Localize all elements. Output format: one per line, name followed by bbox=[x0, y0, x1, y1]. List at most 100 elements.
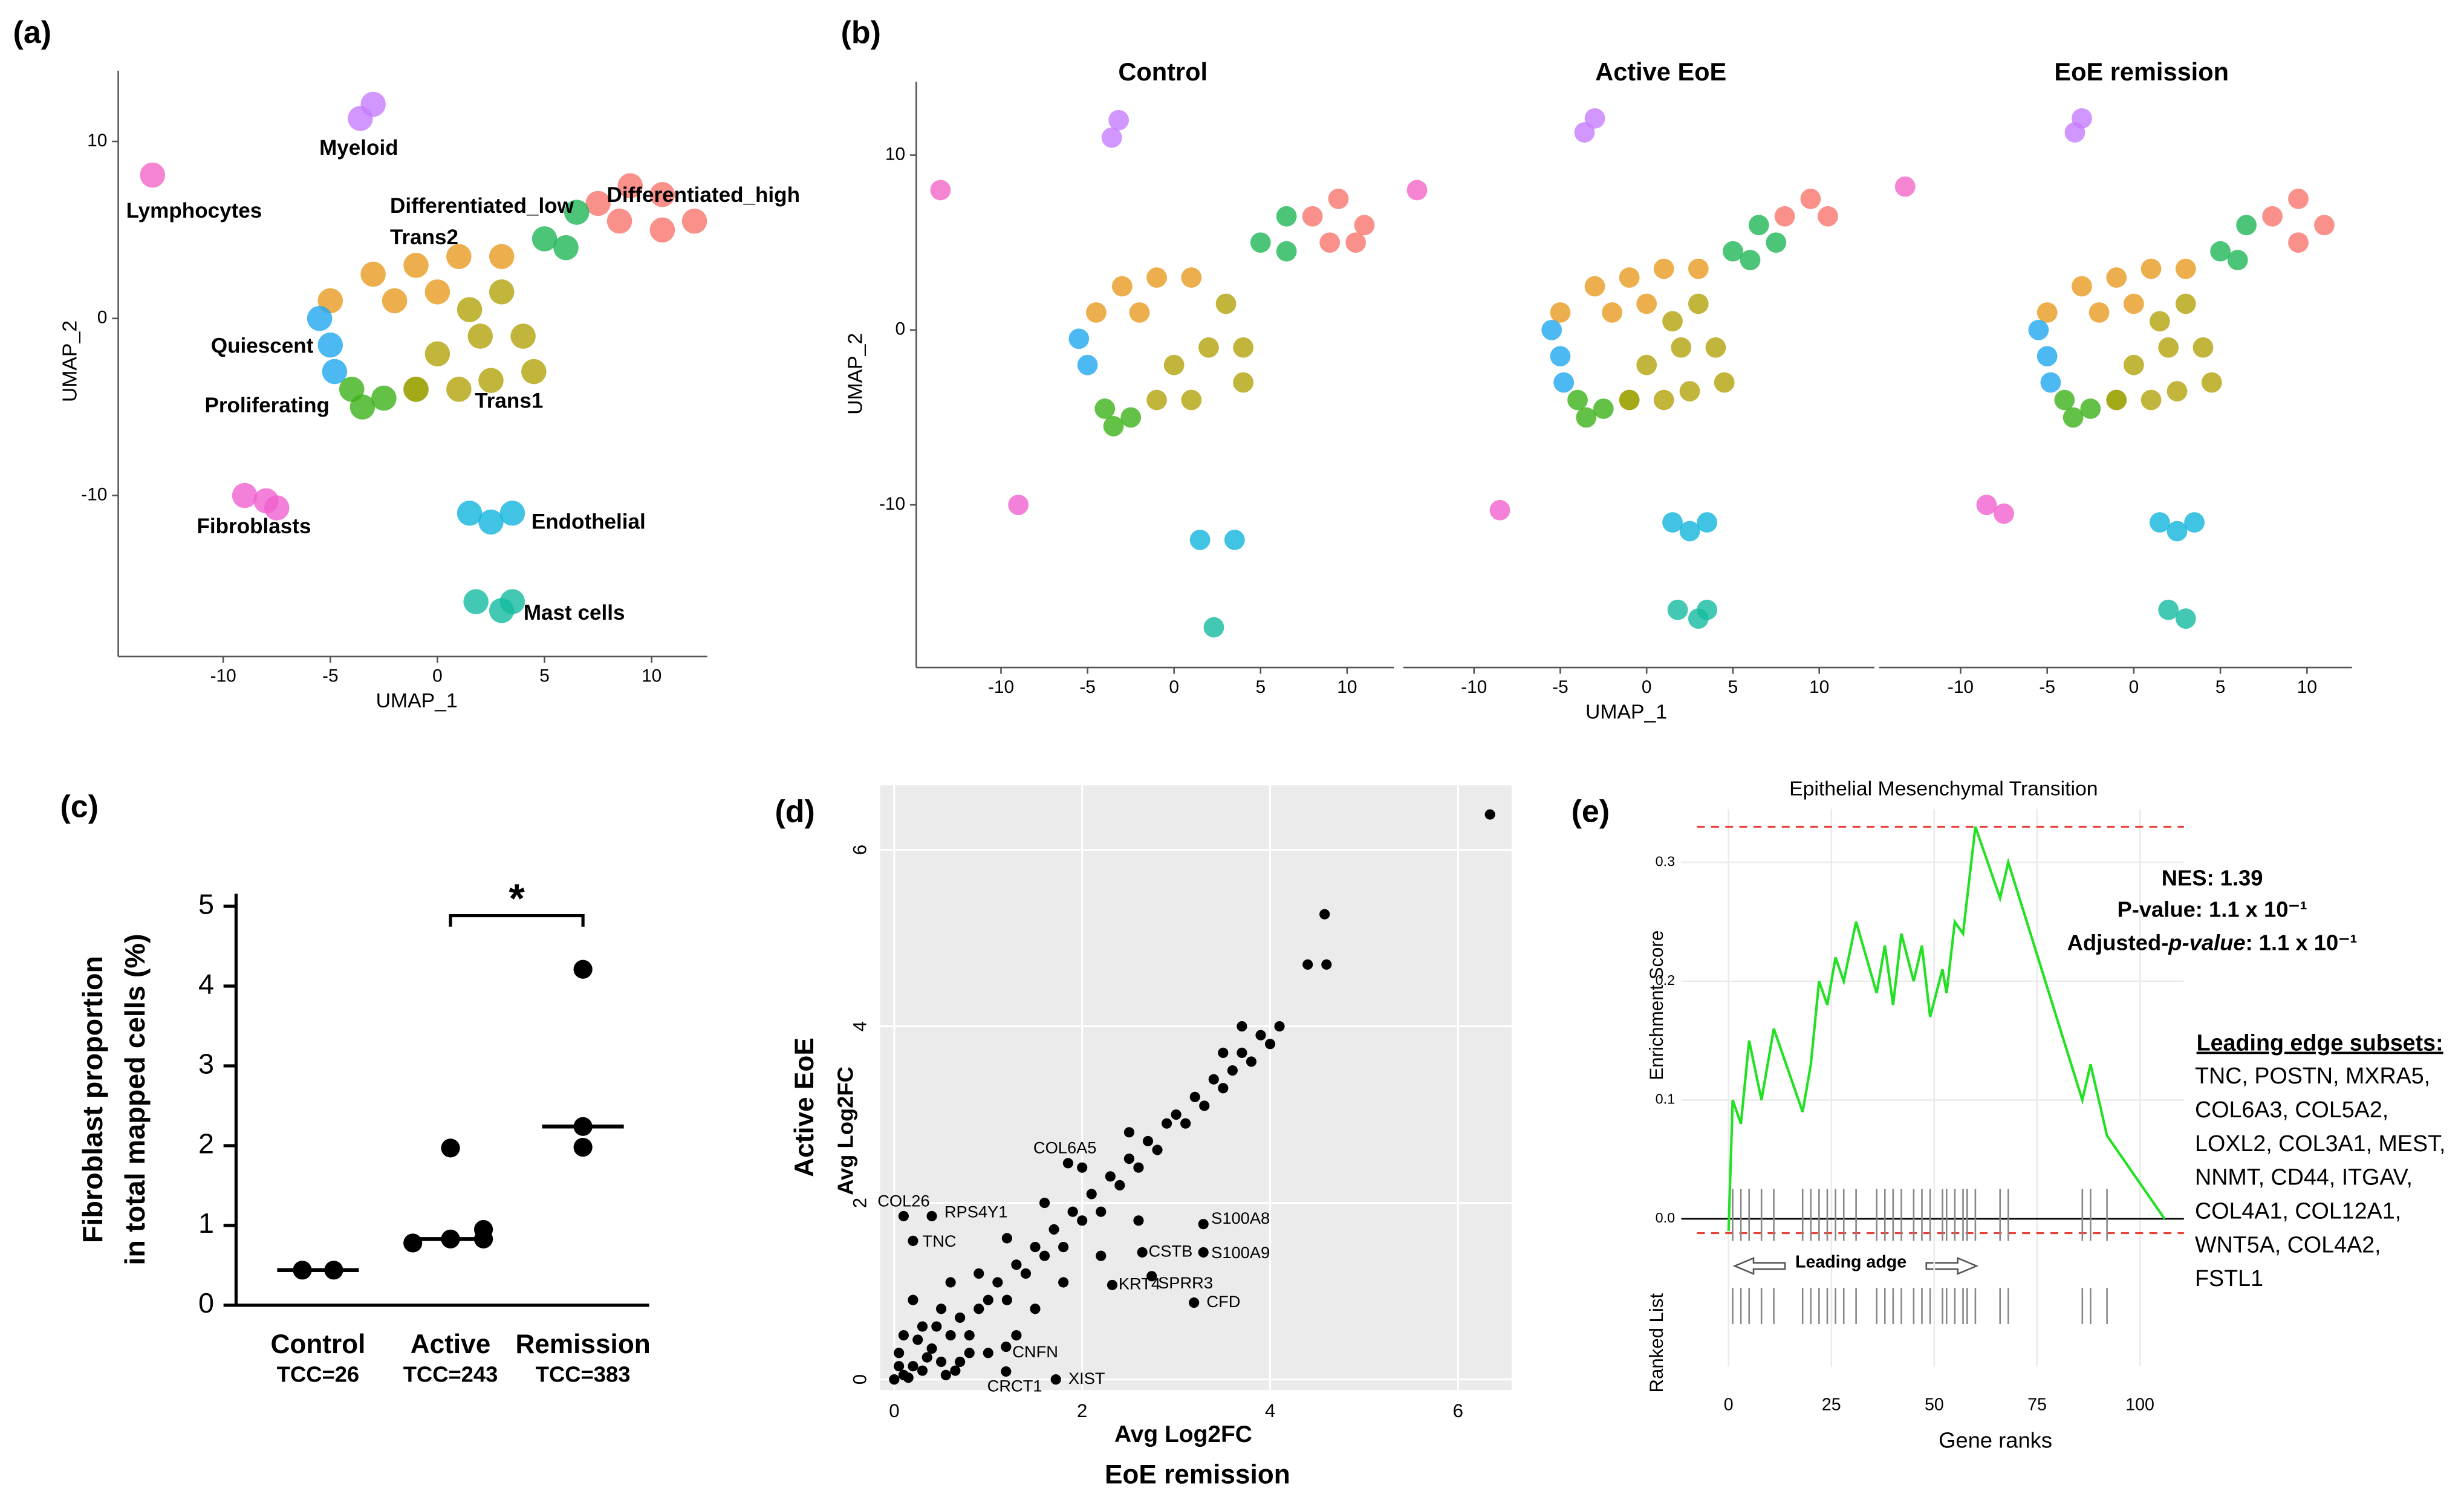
point bbox=[2149, 311, 2170, 332]
point bbox=[2314, 215, 2335, 236]
point bbox=[1189, 530, 1211, 550]
point bbox=[1137, 1247, 1148, 1258]
point bbox=[349, 394, 375, 420]
x-tick-label: 10 bbox=[2297, 677, 2317, 697]
cluster-label: Mast cells bbox=[524, 601, 625, 625]
point bbox=[1319, 232, 1341, 253]
point bbox=[1161, 1118, 1172, 1129]
y-axis-label: Active EoE bbox=[790, 1037, 819, 1177]
point bbox=[936, 1304, 947, 1314]
point bbox=[908, 1294, 918, 1305]
point bbox=[499, 501, 525, 526]
point bbox=[478, 368, 504, 394]
point bbox=[457, 297, 483, 322]
point bbox=[2288, 189, 2309, 209]
point bbox=[1001, 1233, 1012, 1244]
point bbox=[1345, 232, 1367, 253]
point bbox=[1237, 1047, 1247, 1058]
x-tick-label: 4 bbox=[1265, 1400, 1275, 1421]
point bbox=[2037, 302, 2058, 323]
point bbox=[2175, 293, 2196, 314]
x-tick-label: 100 bbox=[2125, 1395, 2154, 1415]
point bbox=[1180, 1118, 1191, 1129]
point bbox=[931, 1321, 942, 1332]
point bbox=[917, 1365, 928, 1376]
point bbox=[424, 279, 450, 305]
point bbox=[1198, 1247, 1209, 1258]
x-axis-label: UMAP_1 bbox=[376, 689, 458, 712]
x-tick-label: Control bbox=[270, 1330, 365, 1359]
point bbox=[1181, 389, 1202, 411]
leading-edge-gene: LOXL2, COL3A1, MEST, bbox=[2195, 1131, 2445, 1156]
significance: * bbox=[509, 876, 525, 921]
point bbox=[2072, 276, 2092, 297]
point bbox=[606, 208, 632, 234]
point bbox=[1584, 108, 1605, 129]
point bbox=[649, 217, 675, 243]
point-label: XIST bbox=[1068, 1369, 1105, 1388]
point bbox=[1120, 407, 1142, 428]
y-tick-label: 10 bbox=[87, 131, 107, 151]
point bbox=[2072, 108, 2092, 129]
point bbox=[1077, 1162, 1088, 1173]
point bbox=[1189, 1297, 1200, 1308]
point bbox=[1818, 206, 1838, 227]
x-tick-label: 5 bbox=[2215, 677, 2226, 697]
point bbox=[1048, 1224, 1059, 1235]
point bbox=[2149, 512, 2170, 533]
point bbox=[1123, 1127, 1134, 1138]
point bbox=[1094, 398, 1116, 419]
point bbox=[2236, 215, 2257, 236]
point bbox=[1602, 302, 1622, 323]
point bbox=[1553, 372, 1575, 393]
point bbox=[1114, 1180, 1125, 1190]
x-tick-label: 25 bbox=[1822, 1395, 1841, 1415]
category-note: TCC=383 bbox=[536, 1362, 631, 1386]
x-tick-label: 10 bbox=[642, 666, 662, 686]
point bbox=[1567, 389, 1588, 411]
point bbox=[1705, 337, 1726, 358]
point bbox=[1181, 267, 1202, 288]
point bbox=[317, 332, 343, 358]
panel-label: (c) bbox=[60, 790, 98, 825]
point bbox=[908, 1361, 918, 1372]
point bbox=[2106, 267, 2127, 288]
x-tick-label: -5 bbox=[2039, 677, 2055, 697]
point bbox=[441, 1138, 460, 1158]
x-tick-label: 6 bbox=[1453, 1400, 1463, 1421]
point bbox=[964, 1330, 975, 1341]
point bbox=[1697, 512, 1718, 533]
x-tick-label: 5 bbox=[1255, 677, 1266, 697]
point bbox=[1058, 1277, 1069, 1288]
point bbox=[1574, 122, 1595, 143]
point bbox=[264, 495, 290, 521]
cluster-label: Myeloid bbox=[319, 136, 398, 160]
ranked-list-label: Ranked List bbox=[1646, 1293, 1667, 1393]
point bbox=[1697, 599, 1718, 620]
point bbox=[2158, 337, 2179, 358]
point bbox=[1133, 1162, 1144, 1173]
annotation-part: Adjusted- bbox=[2067, 930, 2169, 955]
y-axis-label: Enrichment Score bbox=[1646, 930, 1667, 1080]
point bbox=[1619, 267, 1640, 288]
point bbox=[1208, 1074, 1219, 1085]
point bbox=[1679, 381, 1700, 401]
point bbox=[467, 323, 493, 349]
point bbox=[1576, 407, 1597, 428]
x-tick-label: 5 bbox=[1728, 677, 1738, 697]
point bbox=[1255, 1030, 1266, 1041]
arrow-right bbox=[1925, 1256, 1979, 1275]
point bbox=[1077, 354, 1098, 375]
point bbox=[2089, 302, 2110, 323]
cluster-label: Fibroblasts bbox=[197, 515, 311, 538]
point-label: S100A8 bbox=[1211, 1209, 1270, 1227]
point bbox=[2288, 232, 2309, 253]
x-axis-label: Avg Log2FC bbox=[1114, 1421, 1252, 1447]
point bbox=[649, 182, 675, 207]
point bbox=[403, 1233, 423, 1253]
point bbox=[889, 1374, 900, 1385]
point bbox=[371, 385, 397, 411]
x-tick-label: 75 bbox=[2027, 1395, 2047, 1415]
x-tick-label: -5 bbox=[322, 666, 339, 686]
